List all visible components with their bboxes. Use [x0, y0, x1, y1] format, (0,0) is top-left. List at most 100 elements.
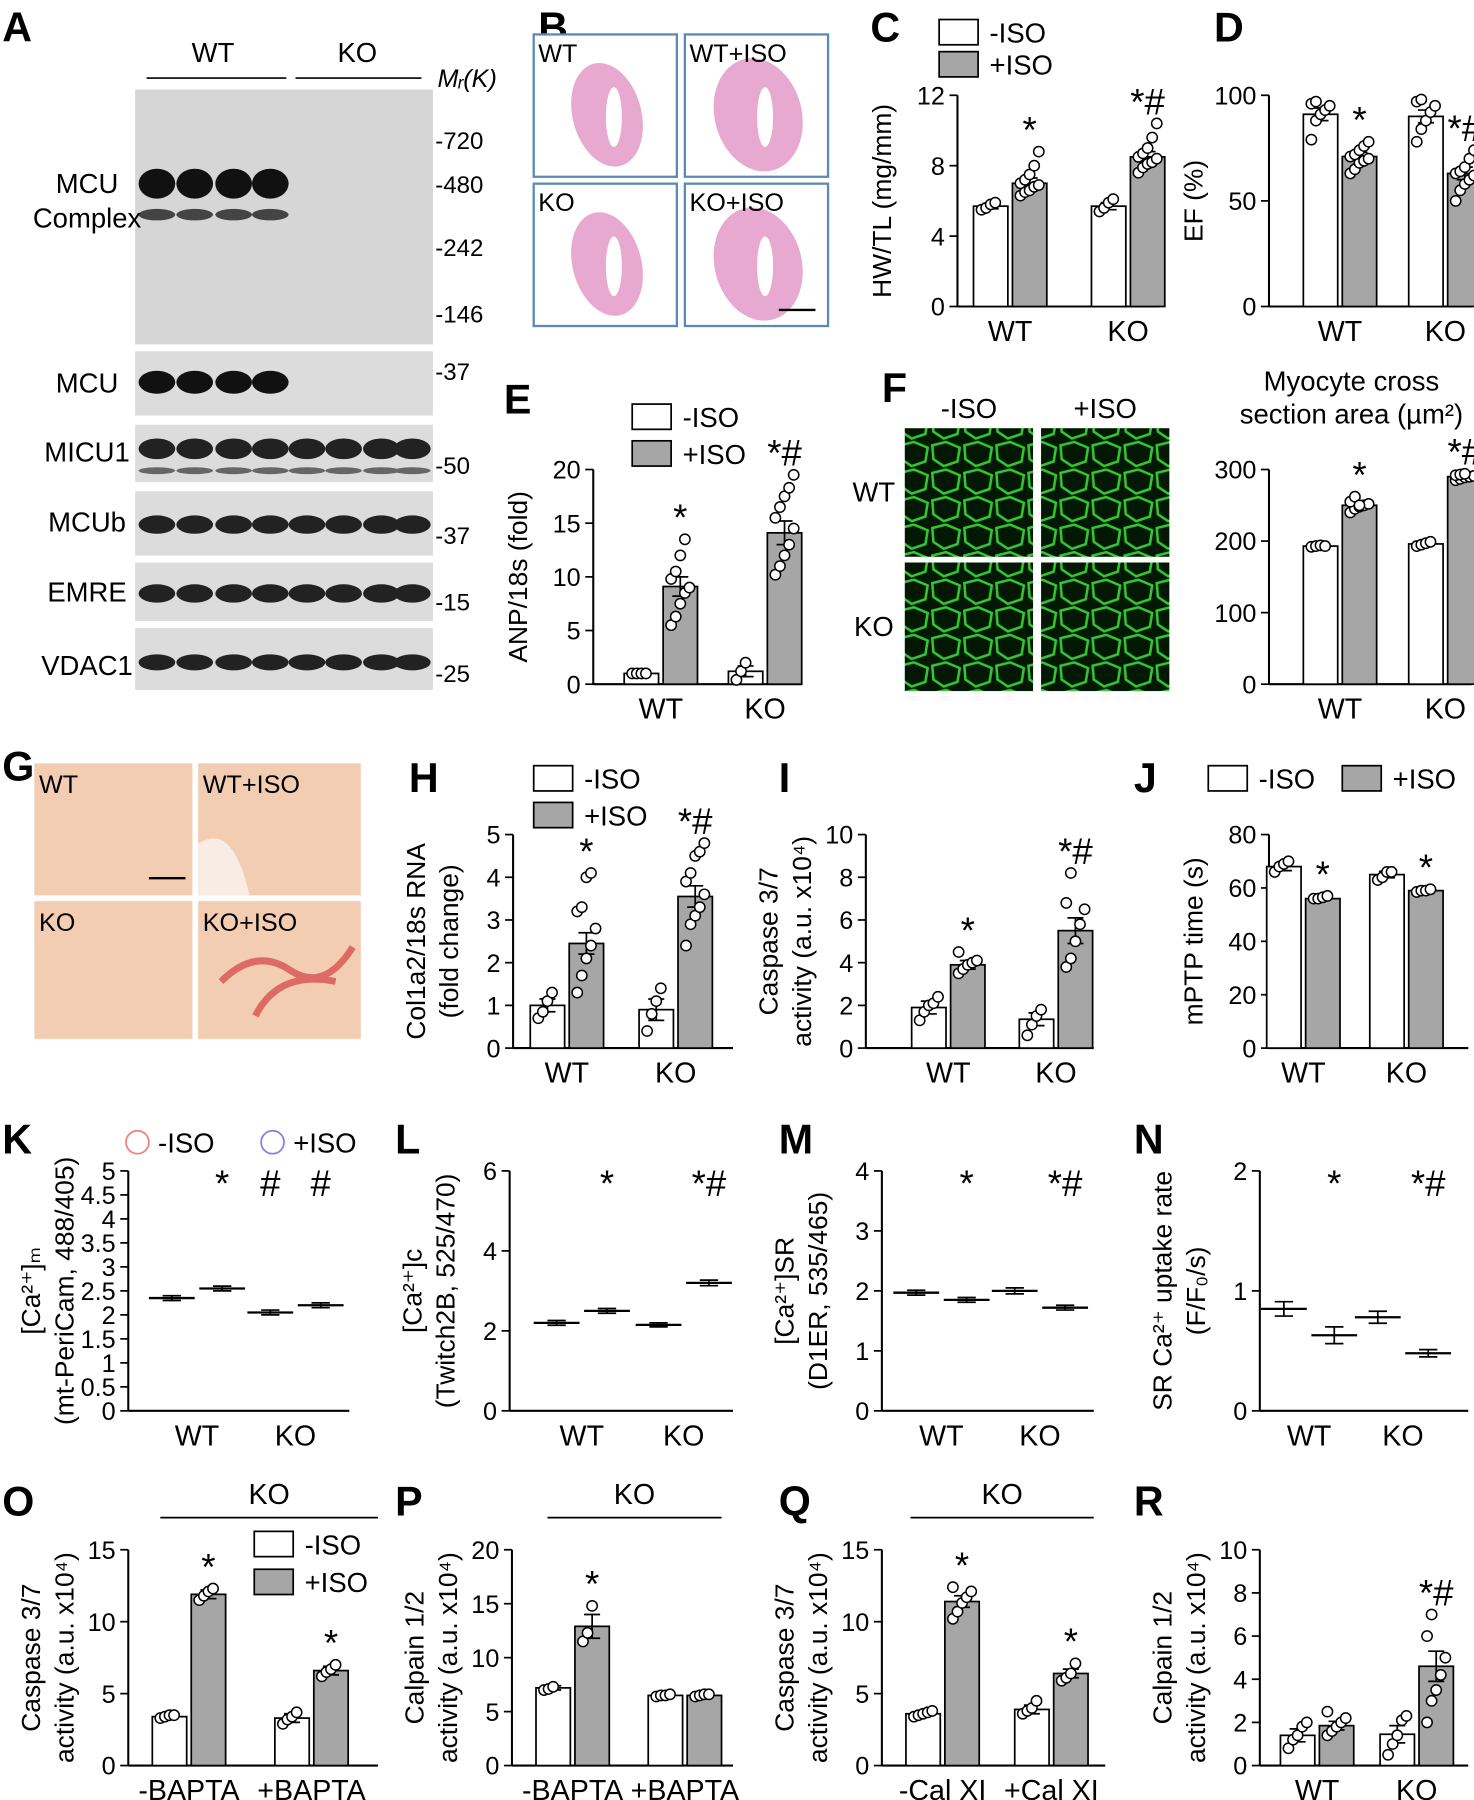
data-point: [1323, 99, 1336, 112]
data-point: [571, 986, 584, 999]
data-point: [693, 901, 706, 914]
bar: [1052, 1672, 1089, 1767]
row-label: KO: [854, 611, 894, 642]
y-tick-label: 0: [855, 1398, 869, 1426]
x-tick-label: WT: [1318, 316, 1363, 348]
y-tick-label: 0: [1242, 671, 1256, 699]
data-point: [1458, 467, 1471, 480]
band: [176, 438, 214, 460]
x-tick-label: WT: [919, 1420, 964, 1452]
y-axis-label: [Ca²⁺]c: [397, 1249, 427, 1333]
y-tick-label: 40: [1228, 928, 1256, 956]
significance-mark: *#: [678, 801, 713, 842]
image-label: WT+ISO: [689, 40, 786, 68]
bar: [1418, 1665, 1455, 1767]
significance-mark: *: [600, 1163, 614, 1204]
data-point: [1069, 1657, 1082, 1670]
x-tick-label: KO: [1425, 694, 1466, 726]
y-axis-label: SR Ca²⁺ uptake rate: [1148, 1171, 1178, 1411]
staining: -ISO +ISO WT KO: [853, 393, 1170, 692]
y-tick-label: 0: [483, 1398, 497, 1426]
y-axis-label: activity (a.u. x10⁴): [803, 1552, 833, 1763]
data-point: [1353, 499, 1366, 512]
band: [176, 584, 214, 603]
error-bar: [311, 1302, 330, 1309]
data-point: [645, 1008, 658, 1020]
band: [393, 654, 431, 671]
band: [325, 515, 362, 534]
y-tick-label: 8: [839, 864, 853, 892]
data-point: [1150, 152, 1163, 165]
data-point: [1410, 135, 1423, 148]
y-axis-label: [Ca²⁺]ₘ: [16, 1247, 46, 1335]
y-tick-label: 4: [102, 1206, 116, 1234]
mw-marker: -15: [435, 590, 470, 617]
mw-marker: -37: [435, 523, 470, 550]
y-tick-label: 2: [102, 1302, 116, 1330]
image-label: KO: [538, 189, 574, 217]
y-tick-label: 10: [841, 1609, 869, 1637]
group-label: WT: [192, 37, 235, 68]
chart-title: Myocyte cross: [1264, 365, 1440, 396]
data-point: [680, 939, 692, 952]
x-tick-label: KO: [744, 694, 785, 726]
panel-label: C: [870, 4, 900, 50]
legend-swatch: [253, 1568, 295, 1596]
y-tick-label: 12: [917, 82, 945, 110]
row-label: Complex: [33, 202, 142, 233]
data-point: [1300, 1716, 1313, 1729]
data-point: [1421, 1630, 1433, 1642]
data-point: [971, 954, 983, 967]
y-axis-label: (D1ER, 535/465): [803, 1192, 833, 1390]
data-point: [946, 1581, 959, 1594]
y-tick-label: 50: [1228, 188, 1256, 216]
y-axis-label: (F/F₀/s): [1181, 1247, 1211, 1336]
legend-swatch: [253, 1530, 295, 1558]
legend-swatch: [125, 1129, 150, 1155]
y-tick-label: 1: [855, 1338, 869, 1366]
data-point: [1321, 890, 1334, 902]
data-point: [1421, 1716, 1433, 1729]
y-tick-label: 0: [102, 1753, 116, 1781]
significance-mark: *#: [1058, 831, 1093, 872]
data-point: [783, 538, 796, 551]
x-tick-label: KO: [275, 1420, 316, 1452]
significance-mark: *#: [1411, 1163, 1446, 1204]
data-point: [1064, 952, 1077, 965]
bar: [972, 205, 1009, 308]
y-tick-label: 5: [102, 1158, 116, 1186]
x-tick-label: WT: [560, 1420, 605, 1452]
panel-label: P: [395, 1478, 422, 1524]
y-axis-label: activity (a.u. x10⁴): [787, 836, 817, 1047]
y-tick-label: 10: [471, 1645, 499, 1673]
band: [215, 654, 252, 671]
data-point: [1430, 1684, 1443, 1696]
y-tick-label: 10: [1219, 1537, 1247, 1565]
significance-mark: *: [324, 1623, 338, 1664]
band: [176, 515, 214, 534]
panel-label: J: [1134, 755, 1157, 801]
y-tick-label: 0: [855, 1753, 869, 1781]
y-tick-label: 4: [1233, 1666, 1247, 1694]
group-header: KO: [614, 1479, 655, 1511]
data-point: [1035, 1003, 1047, 1016]
data-point: [575, 969, 588, 982]
y-tick-label: 2: [483, 1318, 497, 1346]
significance-mark: *: [585, 1564, 599, 1605]
significance-mark: *#: [1419, 1572, 1454, 1613]
x-tick-label: WT: [1281, 1057, 1326, 1089]
y-tick-label: 0: [567, 671, 581, 699]
data-point: [581, 1626, 594, 1639]
data-point: [683, 581, 696, 594]
legend-label: -ISO: [683, 402, 739, 433]
y-tick-label: 4: [483, 1238, 497, 1266]
band: [288, 438, 326, 460]
data-point: [965, 1585, 978, 1598]
error-bar: [1419, 1348, 1438, 1358]
data-point: [1107, 193, 1120, 206]
x-tick-label: -BAPTA: [522, 1775, 624, 1800]
x-tick-label: KO: [1386, 1057, 1427, 1089]
data-point: [669, 565, 682, 578]
band: [288, 654, 326, 671]
y-axis-label: Caspase 3/7: [770, 1584, 800, 1732]
